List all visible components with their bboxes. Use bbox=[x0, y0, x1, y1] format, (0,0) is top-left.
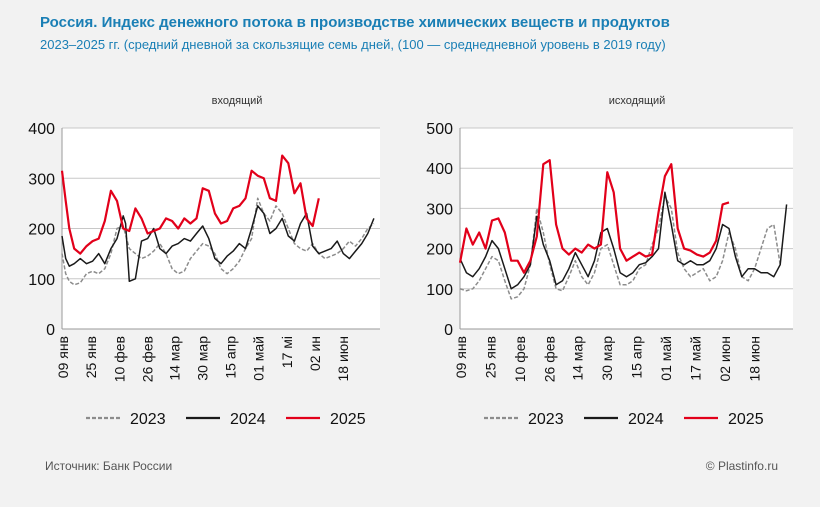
y-tick-label: 100 bbox=[426, 282, 453, 299]
x-tick-label: 09 янв bbox=[55, 336, 71, 378]
x-tick-label: 26 фев bbox=[139, 336, 155, 382]
page-subtitle: 2023–2025 гг. (средний дневной за скольз… bbox=[40, 37, 666, 52]
x-tick-label: 25 янв bbox=[83, 336, 99, 378]
y-tick-label: 100 bbox=[28, 272, 55, 289]
x-tick-label: 17 мі bbox=[279, 336, 295, 368]
legend-label-2023: 2023 bbox=[130, 411, 166, 428]
legend-label-2025: 2025 bbox=[728, 411, 764, 428]
x-tick-label: 25 янв bbox=[482, 336, 498, 378]
x-tick-label: 18 июн bbox=[746, 336, 762, 382]
x-tick-label: 02 июн bbox=[717, 336, 733, 382]
series-line-2025 bbox=[60, 154, 320, 255]
x-tick-label: 01 май bbox=[251, 336, 267, 381]
y-tick-label: 0 bbox=[444, 322, 453, 339]
series-line-2025 bbox=[458, 159, 730, 274]
x-tick-label: 17 май bbox=[687, 336, 703, 381]
x-tick-label: 30 мар bbox=[194, 336, 210, 381]
plot-area bbox=[460, 128, 793, 329]
y-tick-label: 400 bbox=[28, 121, 55, 138]
x-tick-label: 15 апр bbox=[628, 336, 644, 379]
y-tick-label: 400 bbox=[426, 161, 453, 178]
y-tick-label: 500 bbox=[426, 121, 453, 138]
x-tick-label: 30 мар bbox=[599, 336, 615, 381]
source-note: Источник: Банк России bbox=[45, 459, 173, 473]
y-tick-label: 200 bbox=[426, 242, 453, 259]
x-tick-label: 09 янв bbox=[453, 336, 469, 378]
x-tick-label: 10 фев bbox=[512, 336, 528, 382]
x-tick-label: 01 май bbox=[658, 336, 674, 381]
copyright-note: © Plastinfo.ru bbox=[705, 459, 778, 473]
x-tick-label: 18 июн bbox=[335, 336, 351, 382]
x-tick-label: 26 фев bbox=[541, 336, 557, 382]
x-tick-label: 14 мар bbox=[166, 336, 182, 381]
series-line-2023 bbox=[459, 195, 781, 300]
chart-title: исходящий bbox=[609, 95, 666, 107]
y-tick-label: 0 bbox=[46, 322, 55, 339]
x-tick-label: 14 мар bbox=[570, 336, 586, 381]
y-tick-label: 200 bbox=[28, 222, 55, 239]
legend-label-2024: 2024 bbox=[230, 411, 266, 428]
x-tick-label: 10 фев bbox=[111, 336, 127, 382]
legend-label-2024: 2024 bbox=[628, 411, 664, 428]
chart-title: входящий bbox=[212, 95, 263, 107]
x-tick-label: 15 апр bbox=[223, 336, 239, 379]
series-line-2023 bbox=[61, 197, 375, 286]
series-line-2024 bbox=[459, 191, 788, 290]
y-tick-label: 300 bbox=[28, 171, 55, 188]
x-tick-label: 02 ин bbox=[307, 336, 323, 371]
page-title: Россия. Индекс денежного потока в произв… bbox=[40, 14, 670, 31]
y-tick-label: 300 bbox=[426, 201, 453, 218]
legend-label-2025: 2025 bbox=[330, 411, 366, 428]
series-line-2024 bbox=[61, 205, 375, 283]
legend-label-2023: 2023 bbox=[528, 411, 564, 428]
